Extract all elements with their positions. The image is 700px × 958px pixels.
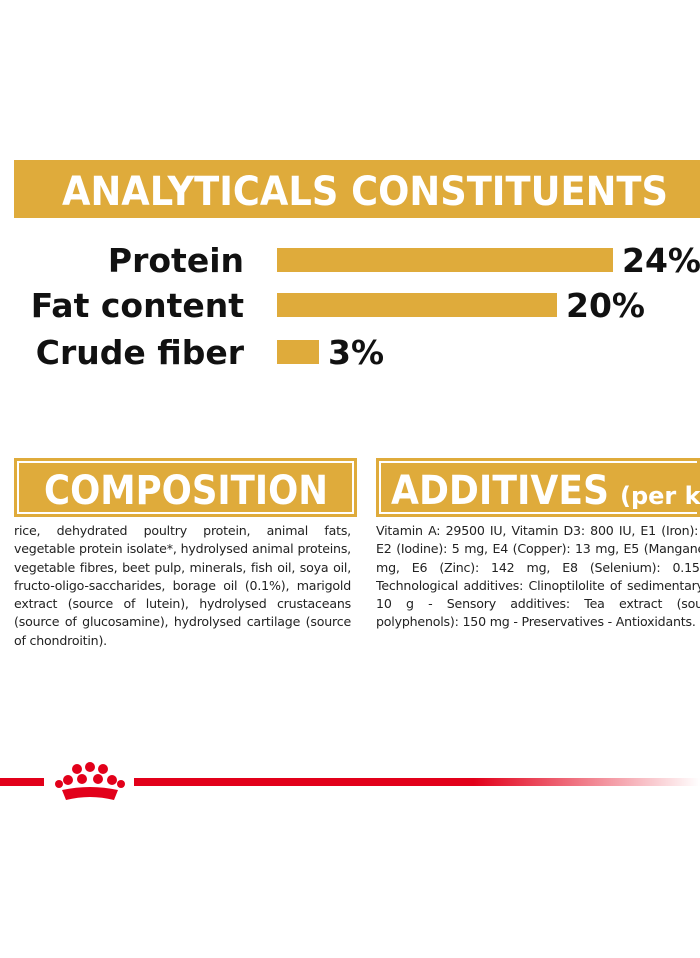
additives-clip: Vitamin A: 29500 IU, Vitamin D3: 800 IU,…: [376, 0, 700, 958]
chart: ANALYTICALS CONSTITUENTS Protein 24% Fat c…: [14, 160, 700, 372]
banner-svg: COMPOSITION: [44, 468, 328, 514]
chart-title: ANALYTICALS CONSTITUENTS: [62, 169, 668, 215]
additives-banner: ADDITIVES (per kg): [376, 458, 700, 517]
title-banner: [14, 160, 700, 218]
additives-title: ADDITIVES: [391, 468, 609, 514]
value-label: 3%: [328, 333, 384, 372]
composition-banner: COMPOSITION: [14, 458, 357, 517]
red-line: [134, 778, 700, 786]
bar: [277, 340, 319, 364]
composition-title: COMPOSITION: [44, 468, 328, 514]
banner-svg: ADDITIVES (per kg): [391, 468, 700, 514]
bar: [277, 293, 557, 317]
category-label: Fat content: [31, 286, 245, 325]
footer-brand: [0, 762, 700, 800]
additives-text: Vitamin A: 29500 IU, Vitamin D3: 800 IU,…: [376, 523, 700, 630]
value-label: 20%: [566, 286, 645, 325]
category-label: Crude fiber: [36, 333, 245, 372]
red-line: [0, 778, 44, 786]
banner-border: [17, 461, 354, 514]
additives-subtitle: (per kg): [620, 482, 700, 510]
value-label: 24%: [622, 241, 700, 280]
composition-text: rice, dehydrated poultry protein, animal…: [14, 523, 351, 648]
banner-border: [379, 461, 697, 514]
crown-logo: [55, 762, 125, 800]
category-label: Protein: [108, 241, 244, 280]
bar: [277, 248, 613, 272]
